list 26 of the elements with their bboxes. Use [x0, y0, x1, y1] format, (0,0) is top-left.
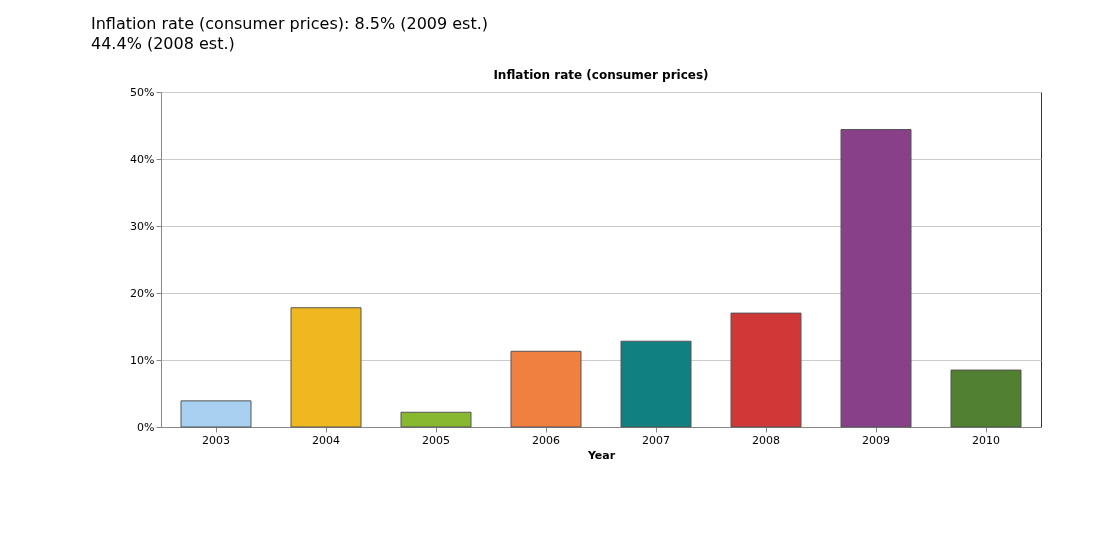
y-tick-label: 40%: [130, 152, 155, 166]
bar: [950, 369, 1022, 428]
x-tick-label: 2007: [642, 433, 670, 447]
bar: [180, 400, 252, 428]
y-tick-label: 10%: [130, 353, 155, 367]
chart-title: Inflation rate (consumer prices): [493, 68, 709, 82]
bar: [290, 307, 362, 428]
text: Inflation rate (consumer prices): 8.5% (2009 est.): [91, 14, 489, 33]
bar: [840, 129, 912, 428]
y-tick-label: 20%: [130, 286, 155, 300]
x-tick-label: 2008: [752, 433, 780, 447]
y-tick-label: 0%: [137, 420, 155, 434]
y-tick-label: 30%: [130, 219, 155, 233]
x-tick-label: 2006: [532, 433, 560, 447]
x-axis-title: Year: [586, 448, 616, 462]
bar: [730, 312, 802, 428]
bar: [400, 411, 472, 428]
y-tick-label: 50%: [130, 85, 155, 99]
x-tick-label: 2009: [862, 433, 890, 447]
x-tick-label: 2005: [422, 433, 450, 447]
bar: [510, 350, 582, 428]
x-tick-label: 2010: [972, 433, 1000, 447]
text: 44.4% (2008 est.): [91, 34, 235, 53]
bar: [620, 340, 692, 428]
x-tick-label: 2003: [202, 433, 230, 447]
x-tick-label: 2004: [312, 433, 340, 447]
